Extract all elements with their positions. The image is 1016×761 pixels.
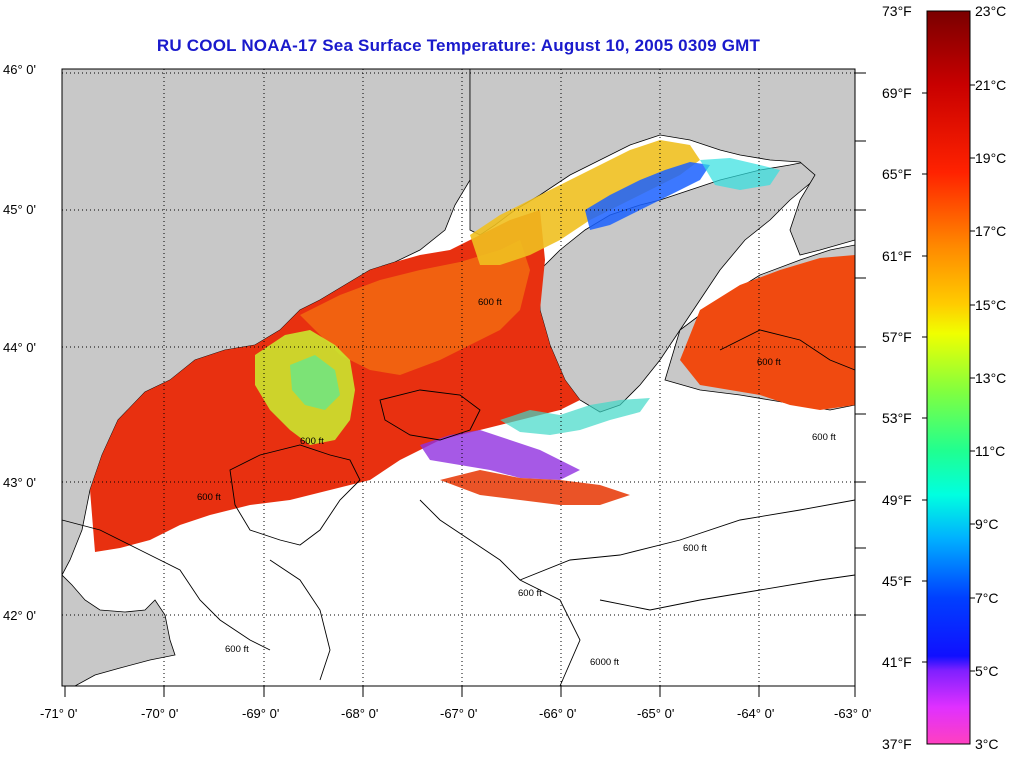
map-title: RU COOL NOAA-17 Sea Surface Temperature:… [156,36,761,55]
colorbar-label-c: 21°C [975,77,1007,93]
colorbar-label-f: 53°F [882,410,912,426]
sst-scotian-shelf-warm [680,255,855,410]
colorbar-label-f: 73°F [882,3,912,19]
lon-label: -68° 0' [341,706,378,721]
contour-label: 600 ft [812,432,836,443]
sst-green-patch [290,355,340,410]
colorbar-label-c: 11°C [975,443,1006,459]
sst-fundy-cyan [700,158,780,190]
lat-label: 45° 0' [3,202,36,217]
lon-label: -71° 0' [40,706,77,721]
graticule [62,69,855,686]
colorbar-label-c: 13°C [975,370,1007,386]
colorbar-label-c: 15°C [975,297,1007,313]
latitude-labels: 46° 0' 45° 0' 44° 0' 43° 0' 42° 0' [3,62,36,623]
contour-label: 600 ft [478,297,502,308]
map-frame [62,69,855,686]
contour-label-deep: 6000 ft [590,657,619,668]
sst-cyan-mixing [500,398,650,435]
colorbar [926,10,971,745]
contour-label: 600 ft [518,588,542,599]
colorbar-label-f: 65°F [882,166,912,182]
contour-label: 600 ft [683,543,707,554]
lon-label: -64° 0' [737,706,774,721]
colorbar-label-f: 49°F [882,492,912,508]
colorbar-label-c: 23°C [975,3,1007,19]
colorbar-label-f: 41°F [882,654,912,670]
lon-label: -70° 0' [141,706,178,721]
lon-label: -63° 0' [834,706,871,721]
map-border [61,68,856,687]
colorbar-label-c: 7°C [975,590,999,606]
colorbar-ticks [922,84,975,672]
bathymetry-contours [61,329,856,687]
contour-label: 600 ft [225,644,249,655]
land-cape-cod [62,574,176,686]
lat-label: 46° 0' [3,62,36,77]
sst-south-warm [440,470,630,505]
lat-label: 43° 0' [3,475,36,490]
colorbar-label-f: 37°F [882,736,912,752]
longitude-labels: -71° 0' -70° 0' -69° 0' -68° 0' -67° 0' … [40,706,871,721]
axis-ticks [64,72,866,697]
lon-label: -65° 0' [637,706,674,721]
colorbar-label-f: 45°F [882,573,912,589]
colorbar-label-f: 69°F [882,85,912,101]
lat-label: 42° 0' [3,608,36,623]
sst-bay-of-fundy [470,140,700,265]
sst-cold-mixing [420,430,580,480]
lat-label: 44° 0' [3,340,36,355]
contour-label: 600 ft [197,492,221,503]
colorbar-label-c: 3°C [975,736,999,752]
colorbar-label-c: 9°C [975,516,999,532]
colorbar-label-f: 57°F [882,329,912,345]
colorbar-label-f: 61°F [882,248,912,264]
colorbar-label-c: 19°C [975,150,1007,166]
sst-orange-band [300,240,530,375]
contour-label: 600 ft [757,357,781,368]
contour-label: 600 ft [300,436,324,447]
lon-label: -66° 0' [539,706,576,721]
colorbar-label-c: 5°C [975,663,999,679]
contour-labels: 600 ft 600 ft 600 ft 600 ft 600 ft 600 f… [197,297,836,668]
sst-fundy-cold [585,162,710,230]
colorbar-label-c: 17°C [975,223,1007,239]
lon-label: -69° 0' [242,706,279,721]
lon-label: -67° 0' [440,706,477,721]
